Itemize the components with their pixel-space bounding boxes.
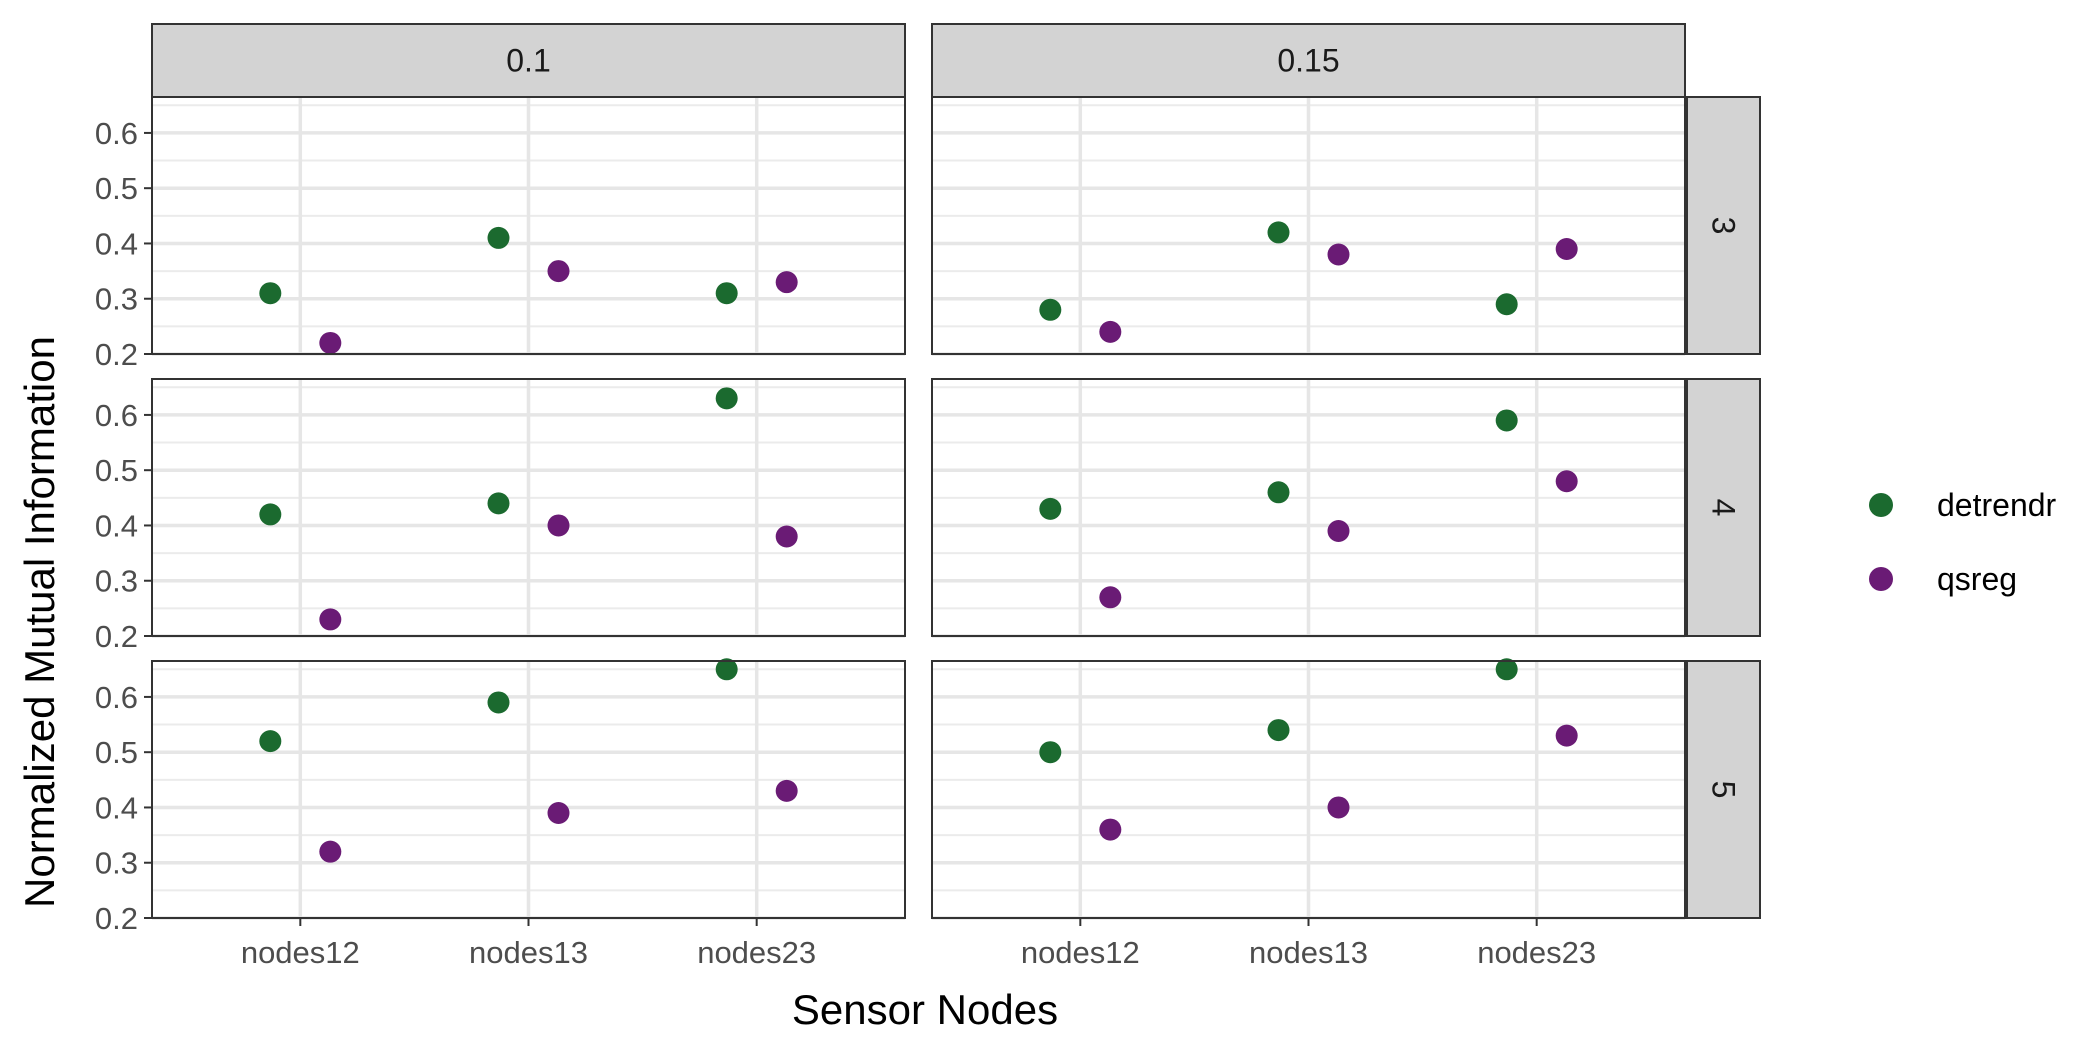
panel-0.1-3 bbox=[151, 96, 906, 356]
strip-top-label: 0.1 bbox=[506, 43, 550, 79]
legend-key bbox=[1869, 493, 1893, 517]
panel-0.1-5 bbox=[151, 658, 906, 920]
y-tick-label: 0.2 bbox=[95, 901, 138, 936]
point-qsreg-nodes12 bbox=[1099, 818, 1122, 841]
facet-strips: 0.1 0.15 3 4 5 bbox=[151, 23, 1761, 919]
x-tick-label: nodes23 bbox=[697, 935, 816, 970]
panel-border bbox=[931, 378, 1686, 637]
y-tick-label: 0.6 bbox=[95, 680, 138, 715]
panel-0.15-5 bbox=[931, 658, 1686, 920]
y-tick-label: 0.2 bbox=[95, 619, 138, 654]
point-qsreg-nodes13 bbox=[547, 514, 570, 537]
panel-0.1-4 bbox=[151, 378, 906, 638]
point-qsreg-nodes12 bbox=[319, 608, 342, 631]
point-detrendr-nodes23 bbox=[715, 387, 738, 410]
point-detrendr-nodes23 bbox=[1495, 293, 1518, 316]
strip-right-label: 4 bbox=[1706, 499, 1742, 517]
point-qsreg-nodes23 bbox=[1555, 237, 1578, 260]
legend: detrendr qsreg bbox=[1869, 487, 2057, 597]
point-qsreg-nodes23 bbox=[775, 779, 798, 802]
strip-top-bg bbox=[931, 23, 1686, 98]
point-detrendr-nodes12 bbox=[259, 730, 282, 753]
panel-border bbox=[151, 378, 906, 637]
x-tick-label: nodes12 bbox=[1021, 935, 1140, 970]
strip-right-bg bbox=[1686, 378, 1761, 637]
y-tick-label: 0.5 bbox=[95, 171, 138, 206]
y-tick-label: 0.6 bbox=[95, 116, 138, 151]
point-qsreg-nodes13 bbox=[547, 801, 570, 824]
point-detrendr-nodes12 bbox=[1039, 298, 1062, 321]
x-tick-label: nodes12 bbox=[241, 935, 360, 970]
y-tick-label: 0.3 bbox=[95, 846, 138, 881]
point-detrendr-nodes12 bbox=[1039, 497, 1062, 520]
legend-label: detrendr bbox=[1937, 487, 2057, 523]
point-detrendr-nodes23 bbox=[715, 658, 738, 681]
y-tick-label: 0.6 bbox=[95, 398, 138, 433]
point-qsreg-nodes23 bbox=[1555, 470, 1578, 493]
point-qsreg-nodes23 bbox=[775, 271, 798, 294]
point-qsreg-nodes23 bbox=[1555, 724, 1578, 747]
point-qsreg-nodes23 bbox=[775, 525, 798, 548]
x-tick-label: nodes13 bbox=[1249, 935, 1368, 970]
y-tick-label: 0.4 bbox=[95, 508, 138, 543]
point-qsreg-nodes13 bbox=[547, 260, 570, 283]
y-tick-label: 0.4 bbox=[95, 790, 138, 825]
y-tick-label: 0.2 bbox=[95, 337, 138, 372]
panel-0.15-3 bbox=[931, 96, 1686, 356]
y-tick-label: 0.5 bbox=[95, 453, 138, 488]
y-tick-label: 0.4 bbox=[95, 226, 138, 261]
point-qsreg-nodes13 bbox=[1327, 519, 1350, 542]
point-detrendr-nodes13 bbox=[487, 691, 510, 714]
panels-layer bbox=[151, 96, 1686, 920]
y-axis-title: Normalized Mutual Information bbox=[16, 336, 63, 908]
strip-right-bg bbox=[1686, 660, 1761, 919]
strip-right-label: 5 bbox=[1706, 781, 1742, 799]
panel-0.15-4 bbox=[931, 378, 1686, 638]
point-qsreg-nodes13 bbox=[1327, 243, 1350, 266]
x-tick-label: nodes13 bbox=[469, 935, 588, 970]
point-detrendr-nodes12 bbox=[259, 503, 282, 526]
y-tick-label: 0.5 bbox=[95, 735, 138, 770]
point-detrendr-nodes13 bbox=[1267, 481, 1290, 504]
legend-key bbox=[1869, 567, 1893, 591]
y-tick-label: 0.3 bbox=[95, 282, 138, 317]
strip-top-bg bbox=[151, 23, 906, 98]
strip-right-label: 3 bbox=[1706, 217, 1742, 235]
point-detrendr-nodes23 bbox=[1495, 409, 1518, 432]
point-qsreg-nodes12 bbox=[319, 331, 342, 354]
point-qsreg-nodes12 bbox=[1099, 320, 1122, 343]
point-qsreg-nodes12 bbox=[319, 840, 342, 863]
point-detrendr-nodes12 bbox=[259, 282, 282, 305]
axes: 0.2 0.3 0.4 0.5 0.6 0.2 0.3 0.4 0.5 0.6 0.2 0.3 0.4 0… bbox=[95, 116, 1596, 970]
point-detrendr-nodes23 bbox=[1495, 658, 1518, 681]
point-detrendr-nodes12 bbox=[1039, 741, 1062, 764]
point-detrendr-nodes13 bbox=[1267, 221, 1290, 244]
legend-label: qsreg bbox=[1937, 561, 2017, 597]
point-detrendr-nodes13 bbox=[1267, 719, 1290, 742]
y-tick-label: 0.3 bbox=[95, 564, 138, 599]
point-qsreg-nodes13 bbox=[1327, 796, 1350, 819]
legend-item-qsreg: qsreg bbox=[1869, 561, 2017, 597]
point-detrendr-nodes23 bbox=[715, 282, 738, 305]
legend-item-detrendr: detrendr bbox=[1869, 487, 2057, 523]
strip-right-bg bbox=[1686, 96, 1761, 355]
x-axis-title: Sensor Nodes bbox=[792, 986, 1058, 1033]
point-qsreg-nodes12 bbox=[1099, 586, 1122, 609]
point-detrendr-nodes13 bbox=[487, 492, 510, 515]
point-detrendr-nodes13 bbox=[487, 226, 510, 249]
strip-top-label: 0.15 bbox=[1277, 43, 1339, 79]
x-tick-label: nodes23 bbox=[1477, 935, 1596, 970]
